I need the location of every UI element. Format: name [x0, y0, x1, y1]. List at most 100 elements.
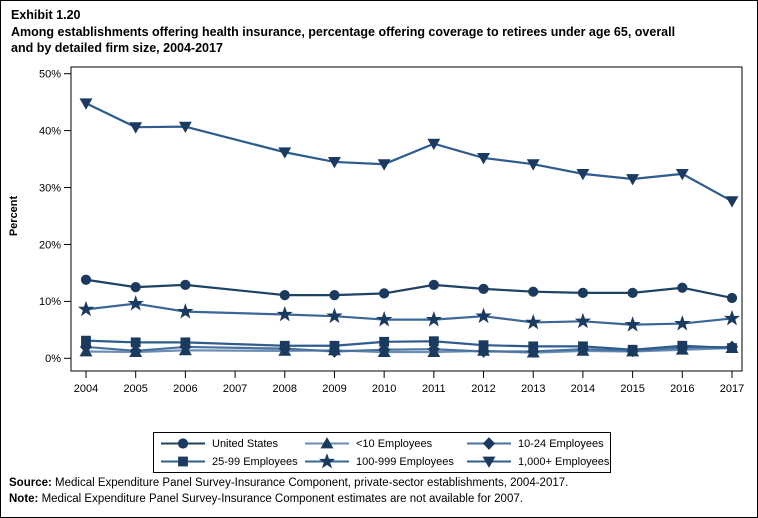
circle-marker-united-states	[279, 290, 290, 301]
legend-item-25-99-employees: 25-99 Employees	[160, 454, 302, 469]
triangle-down-marker	[482, 456, 496, 468]
circle-marker-united-states	[478, 283, 489, 294]
x-axis-tick-label: 2007	[223, 383, 247, 395]
triangle-down-marker-1-000-employees	[377, 159, 391, 171]
legend-item-1-000-employees: 1,000+ Employees	[466, 454, 609, 469]
circle-marker-united-states	[577, 287, 589, 298]
legend-label: United States	[212, 437, 279, 450]
chart-title-line-2: and by detailed firm size, 2004-2017	[11, 41, 223, 55]
legend: United States <10 Employees 10-24 Employee…	[153, 432, 611, 473]
circle-marker-united-states	[80, 274, 92, 285]
note-label: Note:	[9, 492, 39, 505]
star-marker-100-999-employees	[425, 311, 442, 327]
star-marker-100-999-employees	[525, 313, 542, 330]
x-axis-tick-label: 2011	[422, 383, 446, 395]
triangle-down-marker-1-000-employees	[129, 122, 143, 134]
diamond-marker-10-24-employees	[378, 343, 391, 357]
square-marker-25-99-employees	[428, 336, 439, 347]
circle-legend-icon	[161, 438, 205, 449]
square-marker-25-99-employees	[578, 341, 588, 352]
exhibit-number: Exhibit 1.20	[11, 8, 81, 22]
square-marker	[178, 456, 188, 467]
x-axis-tick-label: 2006	[173, 383, 197, 395]
circle-marker-united-states	[627, 287, 638, 298]
diamond-legend-icon	[467, 437, 511, 450]
x-axis-tick-label: 2010	[372, 383, 396, 395]
triangle-down-marker-1-000-employees	[576, 168, 590, 181]
x-axis-tick-label: 2004	[74, 383, 98, 395]
x-axis-tick-label: 2015	[620, 383, 644, 395]
circle-marker-united-states	[180, 279, 191, 290]
star-marker-100-999-employees	[276, 305, 293, 322]
circle-marker-united-states	[726, 292, 738, 304]
note-line: Note: Medical Expenditure Panel Survey-I…	[9, 492, 753, 508]
diamond-marker-10-24-employees	[129, 344, 142, 358]
x-axis-tick-label: 2014	[571, 383, 595, 395]
triangle-down-marker-1-000-employees	[725, 196, 739, 208]
triangle-down-marker-1-000-employees	[626, 174, 640, 186]
triangle-down-marker-1-000-employees	[327, 157, 341, 169]
square-marker-25-99-employees	[727, 343, 737, 353]
y-axis-tick-label: 50%	[39, 69, 61, 81]
triangle-down-marker-1-000-employees	[427, 138, 441, 151]
square-marker-25-99-employees	[677, 340, 688, 351]
square-marker-25-99-employees	[81, 335, 91, 346]
x-axis-tick-label: 2016	[670, 383, 694, 395]
note-text: Medical Expenditure Panel Survey-Insuran…	[38, 492, 523, 505]
legend-item-100-999-employees: 100-999 Employees	[304, 454, 464, 469]
diamond-marker	[482, 437, 496, 450]
square-marker-25-99-employees	[379, 336, 390, 347]
square-marker-25-99-employees	[279, 340, 290, 351]
x-axis-tick-label: 2009	[322, 383, 346, 395]
square-legend-icon	[161, 456, 205, 467]
legend-item-united-states: United States	[160, 436, 302, 451]
circle-marker-united-states	[329, 290, 340, 301]
x-axis-tick-label: 2017	[720, 383, 744, 395]
circle-marker-united-states	[428, 279, 439, 290]
square-marker-25-99-employees	[478, 340, 489, 351]
legend-label: 10-24 Employees	[518, 437, 604, 450]
circle-marker-united-states	[677, 282, 688, 293]
x-axis-tick-label: 2005	[123, 383, 147, 395]
star-marker-100-999-employees	[177, 303, 194, 319]
triangle-down-legend-icon	[467, 456, 511, 468]
star-legend-icon	[305, 454, 349, 469]
square-marker-25-99-employees	[180, 337, 191, 348]
legend-label: 25-99 Employees	[212, 455, 298, 468]
source-line: Source: Medical Expenditure Panel Survey…	[9, 476, 753, 492]
chart-footnotes: Source: Medical Expenditure Panel Survey…	[9, 476, 753, 507]
star-marker-100-999-employees	[77, 300, 95, 317]
x-axis-tick-label: 2012	[471, 383, 495, 395]
square-marker-25-99-employees	[627, 344, 638, 355]
triangle-up-marker	[320, 437, 334, 449]
chart-canvas: 0% 10% 20% 30% 40% 50% 2004 2005 2006 2007 2008 200…	[8, 66, 744, 395]
triangle-down-marker-1-000-employees	[675, 168, 689, 181]
chart-header: Exhibit 1.20 Among establishments offeri…	[11, 7, 753, 57]
star-marker-100-999-employees	[723, 309, 741, 326]
star-marker-100-999-employees	[376, 311, 393, 327]
legend-item-10-employees: <10 Employees	[304, 436, 464, 451]
diamond-marker-10-24-employees	[427, 342, 440, 356]
star-marker	[318, 454, 336, 469]
square-marker-25-99-employees	[528, 341, 539, 352]
circle-marker-united-states	[379, 288, 390, 299]
y-axis-tick-label: 0%	[45, 353, 61, 365]
triangle-down-marker-1-000-employees	[79, 98, 93, 110]
x-axis-tick-label: 2013	[521, 383, 545, 395]
x-axis-tick-label: 2008	[273, 383, 297, 395]
y-axis-tick-label: 30%	[39, 182, 61, 194]
square-marker-25-99-employees	[329, 340, 340, 351]
legend-label: <10 Employees	[356, 437, 433, 450]
triangle-down-marker-1-000-employees	[477, 153, 491, 165]
legend-label: 100-999 Employees	[356, 455, 454, 468]
source-text: Medical Expenditure Panel Survey-Insuran…	[51, 477, 569, 489]
circle-marker-united-states	[528, 286, 539, 297]
y-axis-tick-label: 40%	[39, 125, 61, 137]
square-marker-25-99-employees	[130, 337, 141, 348]
legend-item-10-24-employees: 10-24 Employees	[466, 436, 606, 451]
triangle-up-legend-icon	[305, 437, 349, 449]
star-marker-100-999-employees	[127, 295, 144, 311]
chart-title-line-1: Among establishments offering health ins…	[11, 24, 676, 39]
star-marker-100-999-employees	[326, 307, 343, 324]
